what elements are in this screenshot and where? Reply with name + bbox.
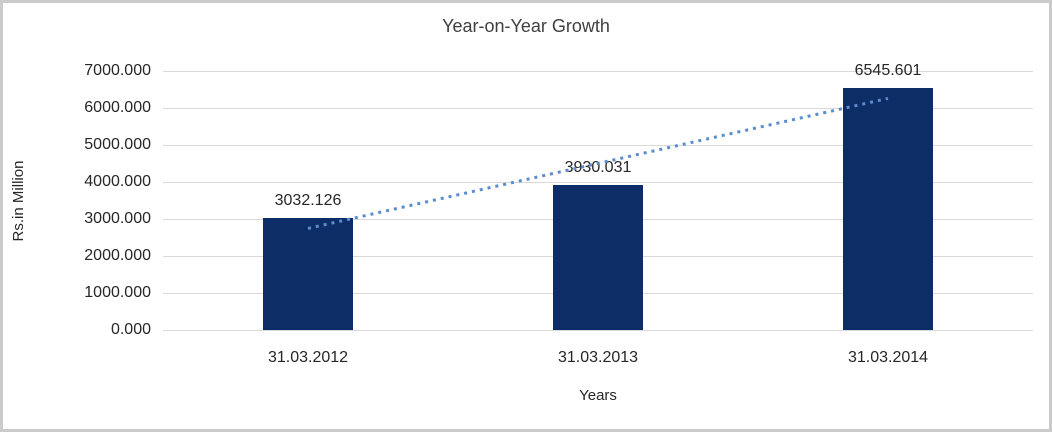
trendline (307, 96, 889, 230)
chart-title: Year-on-Year Growth (442, 16, 610, 36)
y-axis-tick-label: 1000.000 (84, 284, 151, 301)
y-axis-tick-label: 2000.000 (84, 247, 151, 264)
bar-value-label: 3930.031 (564, 158, 632, 176)
gridline (163, 145, 1033, 146)
x-axis-title: Years (579, 387, 617, 404)
bar (263, 217, 353, 330)
y-axis-tick-label: 6000.000 (84, 99, 151, 116)
bar (553, 184, 643, 330)
gridline (163, 108, 1033, 109)
y-axis-tick-label: 4000.000 (84, 173, 151, 190)
x-category-label: 31.03.2014 (847, 349, 929, 366)
gridline (163, 71, 1033, 72)
y-axis-tick-label: 5000.000 (84, 136, 151, 153)
y-axis-tick-label: 3000.000 (84, 210, 151, 227)
bar (843, 87, 933, 330)
y-axis-tick-label: 0.000 (110, 321, 151, 338)
x-category-label: 31.03.2013 (557, 349, 639, 366)
gridline (163, 182, 1033, 183)
x-category-label: 31.03.2012 (267, 349, 349, 366)
bar-value-label: 6545.601 (854, 61, 922, 79)
y-axis-tick-label: 7000.000 (84, 62, 151, 79)
y-axis-title: Rs.in Million (10, 160, 27, 242)
bar-value-label: 3032.126 (274, 191, 342, 209)
gridline (163, 330, 1033, 331)
plot-area: 3032.126 3930.031 6545.601 (163, 62, 1033, 331)
